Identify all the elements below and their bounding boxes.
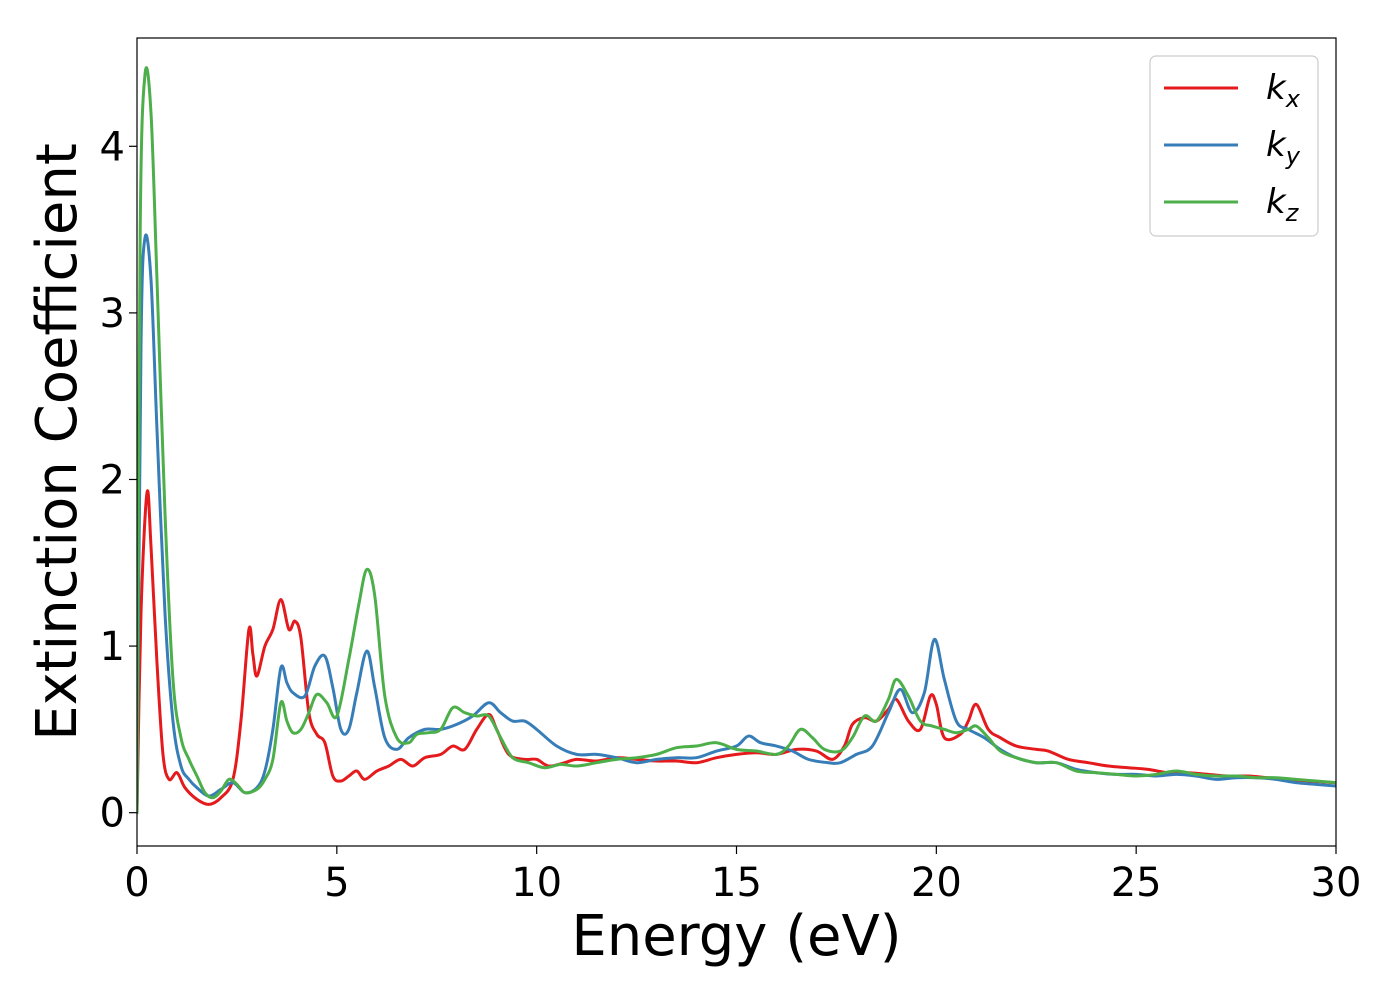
x-axis-label: Energy (eV) [571,904,901,969]
y-tick-label: 4 [100,124,125,170]
legend: kx ky kz [1149,55,1319,237]
y-tick-label: 1 [100,624,125,670]
x-tick-label: 15 [711,860,762,906]
series-line-kz [137,66,1336,815]
y-tick-label: 2 [100,457,125,503]
y-axis-label: Extinction Coefficient [25,143,90,741]
x-axis-ticks: 0 5 10 15 20 25 30 [124,846,1361,906]
series-lines [137,66,1336,815]
x-tick-label: 5 [324,860,349,906]
legend-label-ky: ky [1266,125,1301,170]
y-tick-label: 3 [100,291,125,337]
x-tick-label: 0 [124,860,149,906]
x-tick-label: 25 [1111,860,1162,906]
y-tick-label: 0 [100,791,125,837]
x-tick-label: 30 [1311,860,1362,906]
legend-label-kz: kz [1266,182,1300,227]
series-line-kx [137,489,1336,815]
y-axis-ticks: 0 1 2 3 4 [100,124,137,837]
x-tick-label: 10 [511,860,562,906]
x-tick-label: 20 [911,860,962,906]
legend-label-kx: kx [1266,68,1301,113]
series-line-ky [137,233,1336,815]
